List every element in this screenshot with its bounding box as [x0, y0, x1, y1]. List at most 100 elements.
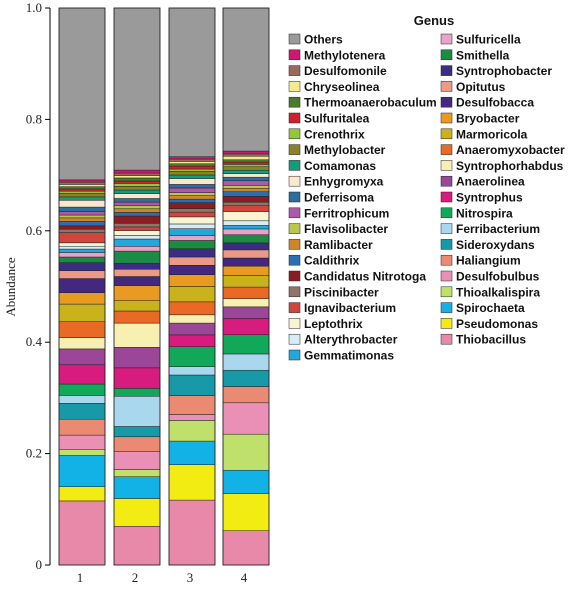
bar-segment-comamonas-3	[168, 174, 216, 179]
bar-segment-alterythrobacter-2	[113, 235, 161, 240]
bar-segment-alterythrobacter-1	[58, 245, 106, 250]
legend-swatch	[288, 349, 301, 361]
legend-label: Syntrophobacter	[456, 64, 552, 78]
legend-swatch	[440, 160, 453, 171]
bar-segment-ferritrophicum-2	[113, 201, 161, 207]
bar-segment-caldithrix-2	[113, 212, 161, 217]
legend-label: Ignavibacterium	[304, 301, 396, 315]
legend-label: Enhygromyxa	[304, 175, 384, 189]
bar-segment-marmoricola-3	[168, 286, 216, 303]
bar-segment-desulfobulbus-2	[113, 451, 161, 470]
legend-swatch	[288, 96, 301, 108]
bar-segment-pseudomonas-4	[222, 493, 270, 531]
legend-title: Genus	[414, 13, 454, 28]
bar-segment-methylotenera-3	[168, 156, 216, 160]
legend-label: Ramlibacter	[304, 238, 373, 252]
bar-segment-smithella-4	[222, 234, 270, 244]
legend-swatch	[440, 65, 453, 76]
bar-segment-ramlibacter-4	[222, 187, 270, 192]
bar-segment-enhygromyxa-3	[168, 178, 216, 185]
bar-segment-enhygromyxa-4	[222, 173, 270, 178]
bar-segment-bryobacter-1	[58, 292, 106, 305]
legend-swatch	[440, 49, 453, 61]
legend-label: Sulfuricella	[456, 33, 521, 47]
bar-segment-deferrisoma-2	[113, 198, 161, 203]
bar-segment-ramlibacter-1	[58, 217, 106, 222]
bar-outline-3	[168, 7, 216, 566]
bar-segment-desulfobulbus-1	[58, 434, 106, 450]
legend-swatch	[440, 239, 453, 250]
legend-swatch	[288, 239, 301, 250]
bar-segment-leptothrix-4	[222, 211, 270, 222]
bar-segment-opitutus-3	[168, 256, 216, 266]
bar-segment-desulfobulbus-3	[168, 414, 216, 421]
bar-segment-anaeromyxobacter-4	[222, 286, 270, 299]
y-tick-label: 0	[36, 557, 43, 572]
legend-label: Caldithrix	[304, 254, 360, 268]
legend-swatch	[288, 302, 301, 313]
legend-label: Thiobacillus	[456, 333, 526, 347]
legend-label: Desulfomonile	[304, 64, 387, 78]
bar-segment-ferribacterium-3	[168, 366, 216, 376]
legend-swatch	[288, 318, 301, 329]
bar-segment-candidatus-nitrotoga-4	[222, 196, 270, 203]
legend-swatch	[288, 49, 301, 61]
bar-segment-opitutus-4	[222, 249, 270, 259]
bar-segment-thermoanaerobaculum-1	[58, 186, 106, 190]
legend-label: Methylobacter	[304, 143, 386, 157]
bar-segment-caldithrix-4	[222, 191, 270, 197]
bar-segment-syntrophobacter-3	[168, 248, 216, 258]
bar-segment-syntrophobacter-1	[58, 262, 106, 271]
y-tick-label: 0.2	[26, 446, 42, 461]
bar-segment-crenothrix-2	[113, 183, 161, 187]
bar-outline-4	[222, 7, 270, 566]
bar-segment-piscinibacter-2	[113, 223, 161, 228]
bar-segment-marmoricola-2	[113, 300, 161, 312]
bar-segment-opitutus-2	[113, 269, 161, 277]
bar-segment-ferribacterium-2	[113, 396, 161, 427]
bar-segment-spirochaeta-3	[168, 440, 216, 465]
bar-segment-sulfuricella-1	[58, 252, 106, 258]
bar-segment-deferrisoma-3	[168, 184, 216, 189]
bar-segment-alterythrobacter-3	[168, 223, 216, 229]
legend-swatch	[288, 81, 301, 92]
bar-segment-haliangium-3	[168, 395, 216, 415]
legend-label: Flavisolibacter	[304, 222, 388, 236]
y-tick-label: 0.6	[26, 223, 43, 238]
bar-segment-chryseolinea-1	[58, 184, 106, 187]
bar-segment-thiobacillus-3	[168, 499, 216, 566]
bar-segment-syntrophobacter-4	[222, 242, 270, 251]
legend-label: Syntrophus	[456, 191, 523, 205]
bar-segment-others-2	[113, 7, 161, 171]
bar-segment-anaeromyxobacter-2	[113, 310, 161, 324]
legend-swatch	[440, 81, 453, 92]
bar-segment-flavisolibacter-2	[113, 205, 161, 210]
y-tick-label: 0.4	[26, 334, 43, 349]
legend-label: Bryobacter	[456, 112, 520, 126]
bar-segment-desulfomonile-2	[113, 172, 161, 176]
bar-segment-flavisolibacter-1	[58, 214, 106, 219]
legend-swatch	[440, 128, 453, 140]
bar-segment-syntrophus-2	[113, 367, 161, 389]
bar-segment-marmoricola-4	[222, 275, 270, 288]
bar-segment-methylotenera-1	[58, 179, 106, 183]
bar-segment-sulfuritalea-1	[58, 188, 106, 192]
legend-swatch	[288, 160, 301, 171]
legend-label: Marmoricola	[456, 127, 528, 141]
legend-label: Ferribacterium	[456, 222, 540, 236]
x-tick-label: 4	[241, 570, 248, 585]
legend-swatch	[288, 270, 301, 282]
bar-segment-sulfuricella-3	[168, 235, 216, 241]
bar-segment-ignavibacterium-2	[113, 226, 161, 231]
bar-segment-thioalkalispira-2	[113, 469, 161, 477]
bar-segment-syntrophorhabdus-1	[58, 337, 106, 350]
bar-segment-methylotenera-4	[222, 150, 270, 155]
bar-segment-candidatus-nitrotoga-2	[113, 215, 161, 224]
bar-segment-methylobacter-3	[168, 171, 216, 176]
bar-segment-piscinibacter-1	[58, 228, 106, 233]
y-ticks-group: 0 0.2 0.4 0.6 0.8 1.0	[26, 0, 50, 572]
bar-segment-ignavibacterium-1	[58, 232, 106, 244]
bar-segment-candidatus-nitrotoga-1	[58, 225, 106, 230]
bar-segment-opitutus-1	[58, 270, 106, 279]
